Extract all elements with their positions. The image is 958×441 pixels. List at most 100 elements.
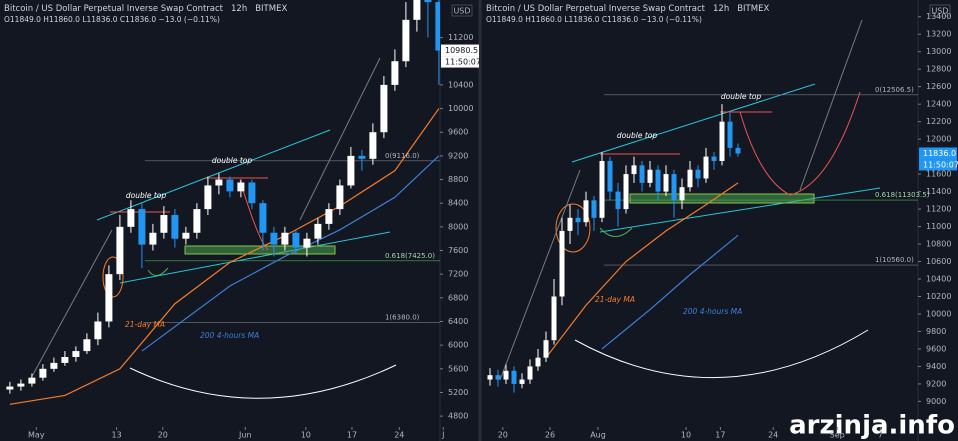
candle-body — [160, 215, 168, 233]
projection-arrow — [299, 57, 381, 221]
header-title: Bitcoin / US Dollar Perpetual Inverse Sw… — [4, 4, 224, 14]
ma-label: 200 4-hours MA — [683, 307, 742, 316]
header-exchange: BITMEX — [737, 4, 769, 14]
y-tick-label: 13200 — [926, 30, 951, 39]
annotation: double top — [721, 92, 761, 101]
currency-box — [451, 4, 473, 17]
y-tick-label: 5200 — [448, 388, 468, 397]
candle-body — [559, 230, 565, 297]
x-tick-label: 17 — [715, 431, 725, 440]
candle-body — [182, 232, 190, 239]
y-tick-label: 9200 — [926, 379, 946, 388]
y-tick-label: 9600 — [926, 344, 946, 353]
y-tick-label: 11200 — [926, 205, 951, 214]
x-tick-label: Aug — [590, 431, 606, 440]
y-tick-label: 6000 — [448, 341, 468, 350]
candle-body — [671, 174, 677, 201]
x-tick-label: 13 — [112, 431, 122, 440]
candle-body — [292, 232, 300, 248]
x-tick-label: J — [441, 431, 444, 440]
candle-body — [61, 356, 69, 363]
candle-body — [6, 386, 14, 390]
y-tick-label: 4800 — [448, 412, 468, 421]
curve — [739, 91, 861, 196]
y-tick-label: 10800 — [926, 240, 951, 249]
currency: USD — [453, 7, 470, 16]
fib-label: 1(6380.0) — [385, 314, 420, 322]
x-tick-label: 17 — [347, 431, 357, 440]
y-tick-label: 8400 — [448, 199, 468, 208]
curve — [147, 267, 169, 276]
channel-line — [119, 231, 391, 284]
candle-body — [138, 209, 146, 245]
moving-average — [601, 234, 739, 350]
moving-average — [545, 182, 739, 359]
y-tick-label: 9600 — [448, 128, 468, 137]
y-tick-label: 13400 — [926, 12, 951, 21]
candle-body — [204, 185, 212, 210]
y-tick-label: 11200 — [448, 33, 473, 42]
x-tick-label: 20 — [158, 431, 168, 440]
candle-body — [511, 370, 517, 384]
curve — [599, 227, 633, 237]
header-interval: 12h — [713, 4, 729, 14]
header-exchange: BITMEX — [255, 4, 287, 14]
candle-body — [325, 209, 333, 224]
candle-body — [391, 61, 399, 85]
candle-body — [347, 155, 355, 186]
x-tick-label: 10 — [681, 431, 691, 440]
annotation: double top — [617, 131, 657, 140]
candle-body — [519, 379, 525, 384]
candle-body — [639, 165, 645, 183]
highlight-ellipse — [555, 203, 591, 253]
candle-body — [215, 179, 223, 186]
candle-body — [259, 203, 267, 233]
candle-body — [39, 368, 47, 378]
x-tick-label: 24 — [394, 431, 404, 440]
y-tick-label: 9200 — [448, 151, 468, 160]
annotation: double top — [212, 156, 252, 165]
candle-body — [380, 84, 388, 133]
ma-label: 21-day MA — [595, 295, 635, 304]
y-tick-label: 8000 — [448, 222, 468, 231]
candle-body — [193, 209, 201, 233]
x-tick-label: 10 — [301, 431, 311, 440]
y-tick-label: 6800 — [448, 293, 468, 302]
y-tick-label: 11000 — [926, 222, 951, 231]
candle-body — [607, 160, 613, 192]
y-tick-label: 7600 — [448, 246, 468, 255]
candle-body — [679, 187, 685, 201]
plot — [6, 0, 440, 405]
candle-body — [487, 375, 493, 380]
candle-body — [72, 351, 80, 357]
candle-body — [583, 200, 589, 223]
fib-label: 0.618(11303.5) — [875, 191, 930, 199]
projection-arrow — [29, 229, 113, 381]
ohlc: O11849.0 H11860.0 L11836.0 C11836.0 −13.… — [486, 15, 702, 24]
candle-body — [735, 147, 741, 154]
candle-body — [567, 217, 573, 231]
candle-body — [495, 375, 501, 380]
candle-body — [435, 2, 440, 51]
ma-label: 200 4-hours MA — [200, 331, 259, 340]
x-tick-label: May — [28, 431, 45, 440]
x-tick-label: 7 — [878, 431, 883, 440]
candle-body — [413, 0, 421, 20]
candle-body — [83, 339, 91, 352]
y-tick-label: 12600 — [926, 82, 951, 91]
candle-body — [535, 357, 541, 367]
candle-body — [687, 169, 693, 188]
fib-label: 1(10560.0) — [875, 256, 914, 264]
x-tick-label: 26 — [545, 431, 555, 440]
drawings — [499, 19, 881, 381]
y-tick-label: 12200 — [926, 117, 951, 126]
projection-arrow — [499, 169, 581, 381]
support-zone — [184, 245, 336, 255]
x-tick-label: Jun — [238, 431, 252, 440]
watermark: arzinja.info — [789, 411, 955, 441]
header: Bitcoin / US Dollar Perpetual Inverse Sw… — [486, 4, 769, 14]
candle-body — [695, 169, 701, 179]
candle-body — [703, 156, 709, 179]
candle-body — [647, 169, 653, 183]
